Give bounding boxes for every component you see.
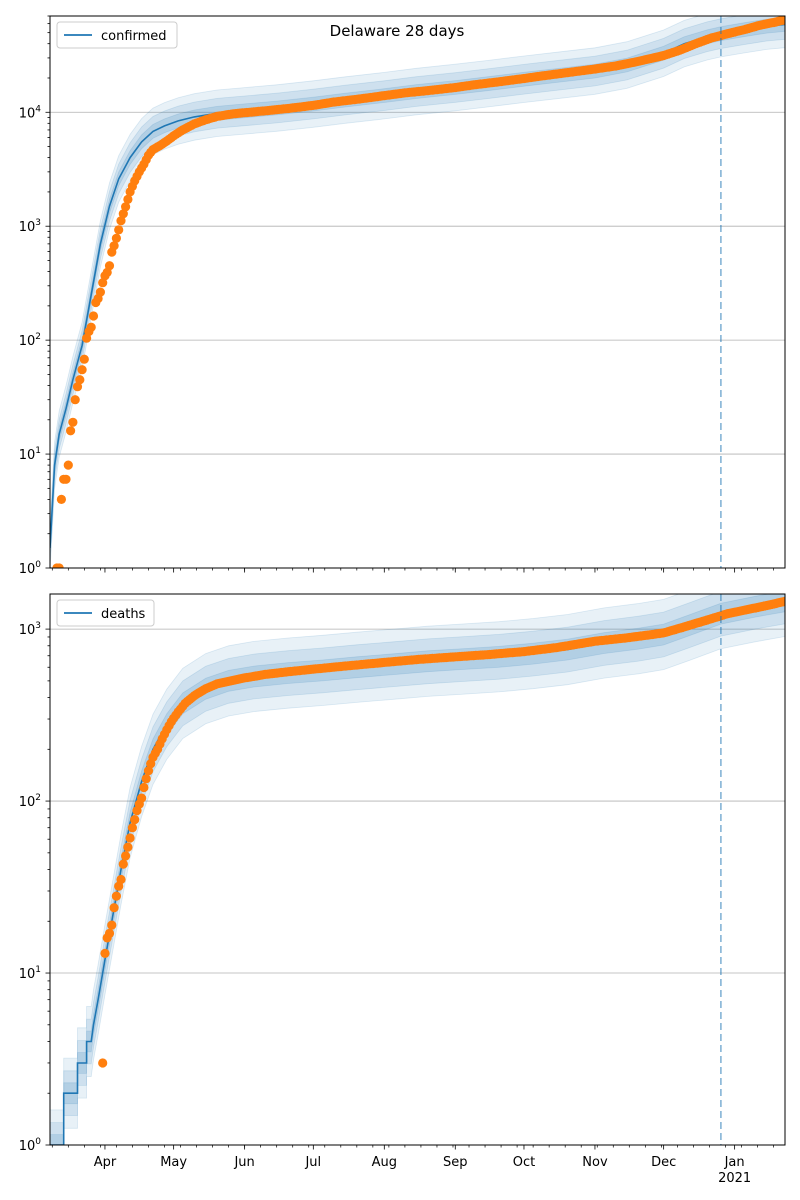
uncertainty-band — [50, 594, 785, 1145]
plot-area — [50, 594, 785, 1145]
observed-point — [109, 241, 119, 251]
uncertainty-band — [50, 17, 785, 555]
observed-point — [118, 209, 128, 219]
x-tick-label: Dec — [651, 1155, 676, 1170]
observed-point — [121, 851, 131, 861]
observed-point — [127, 823, 137, 833]
legend-box — [56, 21, 178, 49]
observed-point — [77, 365, 87, 375]
observed-point — [63, 460, 73, 470]
observed-point — [56, 494, 66, 504]
observed-point — [107, 920, 117, 930]
observed-point — [780, 16, 785, 25]
observed-point — [70, 395, 80, 405]
observed-point — [111, 891, 121, 901]
x-tick-label: Aug — [372, 1155, 397, 1170]
observed-point — [54, 563, 64, 568]
legend-box — [56, 599, 155, 627]
observed-point — [61, 474, 71, 484]
y-tick-label: 104 — [19, 104, 42, 121]
legend-label: confirmed — [101, 29, 167, 44]
legend-label: deaths — [101, 607, 146, 622]
observed-point — [66, 426, 76, 436]
observed-point — [780, 596, 785, 606]
figure-title: Delaware 28 days — [330, 22, 465, 40]
observed-point — [121, 202, 131, 212]
x-tick-label: Jun — [233, 1155, 254, 1170]
y-tick-label: 102 — [19, 332, 41, 349]
x-tick-label: Sep — [443, 1155, 468, 1170]
legend: deaths — [56, 599, 155, 627]
x-tick-label: Jul — [304, 1155, 321, 1170]
observed-point — [95, 287, 105, 297]
observed-point — [118, 859, 128, 869]
observed-point — [130, 815, 140, 825]
observed-point — [100, 948, 110, 959]
observed-point — [139, 782, 149, 793]
observed-point — [104, 928, 115, 939]
observed-point — [137, 793, 147, 803]
observed-point — [75, 375, 85, 385]
confirmed-panel: 100 101 102 103 104 confirmed — [19, 15, 786, 577]
x-tick-label: Jan — [724, 1155, 745, 1170]
uncertainty-band — [50, 16, 785, 563]
observed-point — [141, 774, 151, 784]
observed-point — [123, 842, 133, 852]
observed-point — [104, 261, 115, 271]
y-tick-label: 103 — [19, 621, 41, 638]
observed-point — [114, 225, 124, 235]
x-tick-label: Oct — [513, 1155, 535, 1170]
y-tick-label: 103 — [19, 218, 41, 235]
observed-point — [123, 194, 133, 204]
observed-point — [111, 233, 121, 243]
plot-area — [50, 16, 785, 568]
x-tick-label: Apr — [94, 1155, 117, 1170]
y-tick-label: 100 — [19, 1137, 42, 1154]
x-tick-label: Nov — [582, 1155, 608, 1170]
observed-point — [109, 903, 119, 913]
y-tick-label: 101 — [19, 446, 41, 463]
observed-point — [116, 874, 126, 885]
y-tick-label: 102 — [19, 793, 41, 810]
deaths-panel: 100 101 102 103 Apr May Jun Jul Aug Sep Oct Nov Dec J… — [19, 593, 786, 1186]
observed-point — [116, 216, 126, 226]
observed-point — [143, 766, 154, 776]
observed-point — [88, 311, 99, 321]
observed-point — [125, 833, 135, 843]
y-tick-label: 100 — [19, 560, 42, 577]
y-tick-label: 101 — [19, 965, 41, 982]
observed-point — [79, 354, 89, 364]
observed-point — [98, 278, 108, 288]
x-tick-label: 2021 — [718, 1171, 751, 1186]
observed-point — [86, 322, 96, 332]
observed-point — [98, 1058, 108, 1068]
uncertainty-band — [50, 594, 785, 1145]
observed-point — [72, 382, 83, 392]
observed-point — [68, 417, 78, 427]
legend: confirmed — [56, 21, 178, 49]
axes-frame — [49, 15, 786, 569]
x-tick-label: May — [160, 1155, 187, 1170]
